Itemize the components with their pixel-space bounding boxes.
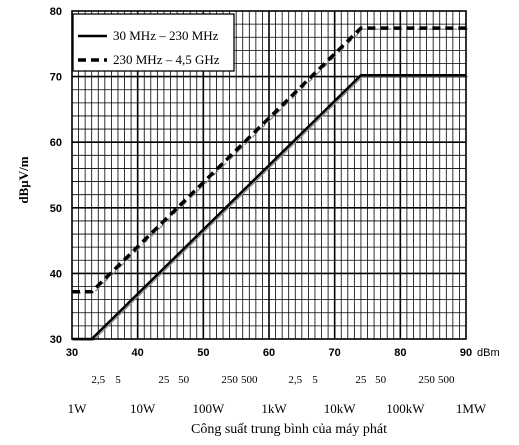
x-axis-label: Công suất trung bình của máy phát bbox=[191, 422, 387, 437]
x-tick-label: 30 bbox=[66, 347, 78, 359]
x-tick-label: 60 bbox=[263, 347, 275, 359]
x-tick-label: 50 bbox=[197, 347, 209, 359]
secondary-x-label: 2,5 bbox=[288, 374, 302, 386]
secondary-x-label: 250 bbox=[221, 374, 238, 386]
power-label: 100W bbox=[192, 401, 225, 416]
power-label: 10W bbox=[130, 401, 156, 416]
secondary-x-label: 2,5 bbox=[91, 374, 105, 386]
legend-box bbox=[72, 13, 235, 72]
y-tick-labels: 30 40 50 60 70 80 bbox=[50, 6, 62, 346]
secondary-x-label: 250 bbox=[418, 374, 435, 386]
x-tick-labels: 30 40 50 60 70 80 90 bbox=[66, 347, 472, 359]
secondary-x-label: 500 bbox=[241, 374, 258, 386]
secondary-x-label: 25 bbox=[158, 374, 170, 386]
secondary-x-label: 5 bbox=[312, 374, 318, 386]
plot-frame bbox=[71, 10, 467, 340]
secondary-x-label: 50 bbox=[375, 374, 387, 386]
power-label: 1kW bbox=[261, 401, 287, 416]
y-axis-label: dBµV/m bbox=[16, 156, 31, 203]
y-tick-label: 40 bbox=[50, 268, 62, 280]
x-tick-label: 80 bbox=[394, 347, 406, 359]
power-label: 1W bbox=[68, 401, 88, 416]
x-tick-label: 70 bbox=[329, 347, 341, 359]
secondary-x-label: 500 bbox=[438, 374, 455, 386]
y-tick-label: 50 bbox=[50, 203, 62, 215]
series-line-2 bbox=[72, 26, 466, 294]
legend-label-series-1: 30 MHz – 230 MHz bbox=[113, 28, 219, 43]
legend: 30 MHz – 230 MHz 230 MHz – 4,5 GHz bbox=[72, 13, 235, 72]
legend-label-series-2: 230 MHz – 4,5 GHz bbox=[113, 52, 220, 67]
y-tick-label: 60 bbox=[50, 137, 62, 149]
x-tick-label: 40 bbox=[132, 347, 144, 359]
y-tick-label: 80 bbox=[50, 6, 62, 18]
secondary-x-label: 25 bbox=[355, 374, 367, 386]
power-label: 100kW bbox=[386, 401, 425, 416]
x-unit-label: dBm bbox=[477, 347, 500, 359]
secondary-x-labels: 2,5 5 25 50 250 500 2,5 5 25 50 250 500 bbox=[91, 374, 455, 386]
power-label: 10kW bbox=[324, 401, 357, 416]
y-tick-label: 30 bbox=[50, 334, 62, 346]
secondary-x-label: 5 bbox=[115, 374, 121, 386]
power-label: 1MW bbox=[456, 401, 487, 416]
y-tick-label: 70 bbox=[50, 72, 62, 84]
power-labels: 1W 10W 100W 1kW 10kW 100kW 1MW bbox=[68, 401, 487, 416]
secondary-x-label: 50 bbox=[178, 374, 190, 386]
x-tick-label: 90 bbox=[460, 347, 472, 359]
